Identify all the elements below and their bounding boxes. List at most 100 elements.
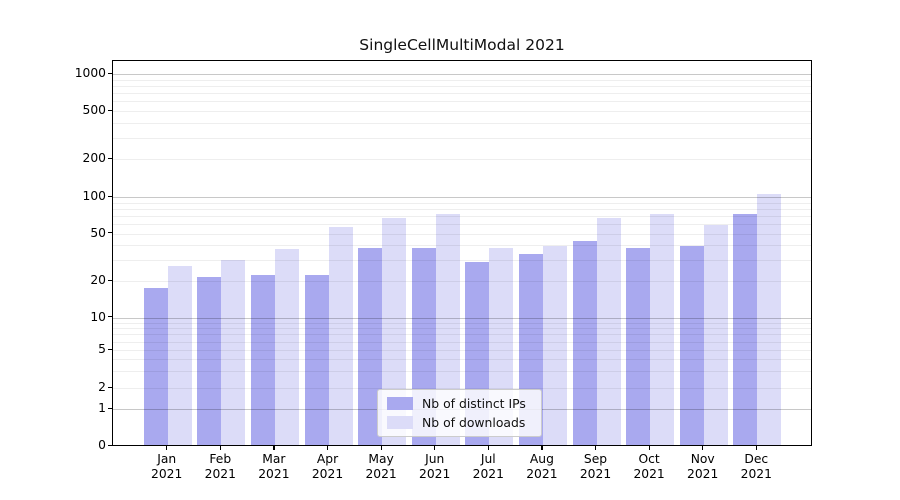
x-tick-mark <box>434 445 436 450</box>
year-name: 2021 <box>472 466 504 481</box>
bar-distinct-ips-mar <box>250 274 275 445</box>
gridline-minor-20 <box>113 281 811 282</box>
gridline-minor-5 <box>113 350 811 351</box>
y-tick-label-10: 10 <box>90 309 106 324</box>
gridline-major-1000 <box>113 74 811 76</box>
gridline-minor-900 <box>113 79 811 81</box>
y-tick-mark <box>108 195 112 197</box>
y-tick-label-200: 200 <box>82 151 106 166</box>
legend-swatch-icon <box>387 397 413 410</box>
y-tick-label-100: 100 <box>82 189 106 203</box>
y-tick-label-2: 2 <box>98 380 106 395</box>
year-name: 2021 <box>311 466 344 481</box>
legend: Nb of distinct IPs Nb of downloads <box>377 389 542 437</box>
gridline-minor-9 <box>113 322 811 324</box>
month-name: Jun <box>425 452 445 466</box>
bar-downloads-mar <box>274 249 299 445</box>
legend-swatch-icon <box>387 416 413 429</box>
gridline-minor-6 <box>113 341 811 343</box>
x-tick-mark <box>702 445 704 450</box>
bar-downloads-sep <box>596 218 621 445</box>
bar-distinct-ips-dec <box>733 213 758 445</box>
x-tick-label-oct: Oct 2021 <box>622 452 676 481</box>
month-name: Dec <box>744 452 769 466</box>
gridline-minor-8 <box>113 328 811 330</box>
chart-title: SingleCellMultiModal 2021 <box>359 36 565 54</box>
gridline-minor-7 <box>113 334 811 336</box>
gridline-minor-400 <box>113 122 811 124</box>
year-name: 2021 <box>204 466 236 481</box>
year-name: 2021 <box>258 466 290 481</box>
y-tick-mark <box>108 386 112 389</box>
month-name: Oct <box>638 452 660 466</box>
gridline-minor-60 <box>113 224 811 226</box>
y-tick-label-0: 0 <box>98 438 106 452</box>
gridline-minor-700 <box>113 93 811 95</box>
bar-distinct-ips-oct <box>626 247 651 445</box>
bar-distinct-ips-feb <box>197 276 222 445</box>
gridline-minor-200 <box>113 159 811 161</box>
x-tick-mark <box>380 445 382 450</box>
month-name: Apr <box>316 452 339 466</box>
gridline-major-100 <box>113 197 811 198</box>
y-tick-mark <box>108 348 112 350</box>
gridline-minor-50 <box>113 233 811 235</box>
year-name: 2021 <box>419 466 451 481</box>
year-name: 2021 <box>687 466 719 481</box>
x-tick-mark <box>541 445 543 450</box>
x-tick-label-mar: Mar 2021 <box>247 452 301 481</box>
y-tick-mark <box>108 109 112 111</box>
gridline-minor-30 <box>113 260 811 262</box>
x-tick-label-apr: Apr 2021 <box>301 452 355 481</box>
y-tick-mark <box>108 316 112 318</box>
month-name: Sep <box>583 452 608 466</box>
gridline-minor-40 <box>113 245 811 247</box>
x-tick-mark <box>648 445 650 450</box>
y-tick-mark <box>108 279 112 281</box>
year-name: 2021 <box>526 466 558 481</box>
x-tick-mark <box>755 445 757 450</box>
month-name: May <box>368 452 394 466</box>
bar-downloads-oct <box>650 213 675 445</box>
x-tick-label-nov: Nov 2021 <box>676 452 730 481</box>
year-name: 2021 <box>365 466 397 481</box>
x-tick-label-dec: Dec 2021 <box>729 452 783 481</box>
gridline-minor-3 <box>113 371 811 373</box>
gridline-minor-80 <box>113 208 811 210</box>
y-tick-mark <box>108 157 112 160</box>
gridline-minor-70 <box>113 215 811 217</box>
gridline-minor-4 <box>113 359 811 361</box>
legend-label: Nb of downloads <box>422 415 526 430</box>
bar-distinct-ips-sep <box>572 241 597 445</box>
year-name: 2021 <box>740 466 772 481</box>
year-name: 2021 <box>579 466 612 481</box>
gridline-minor-800 <box>113 86 811 88</box>
x-tick-mark <box>219 445 221 450</box>
legend-entry-downloads: Nb of downloads <box>387 415 532 430</box>
year-name: 2021 <box>151 466 183 481</box>
x-tick-label-may: May 2021 <box>354 452 408 481</box>
x-tick-label-jan: Jan 2021 <box>140 452 194 481</box>
x-tick-label-sep: Sep 2021 <box>569 452 623 481</box>
legend-label: Nb of distinct IPs <box>422 396 526 411</box>
bar-downloads-apr <box>328 227 353 445</box>
bar-downloads-jan <box>167 265 192 445</box>
bar-downloads-nov <box>703 225 728 445</box>
month-name: Jan <box>157 452 177 466</box>
y-tick-mark <box>108 407 112 409</box>
x-tick-mark <box>326 445 329 450</box>
gridline-major-10 <box>113 317 811 319</box>
x-tick-mark <box>487 445 489 450</box>
bar-distinct-ips-nov <box>679 246 704 445</box>
bar-distinct-ips-jan <box>143 288 168 445</box>
month-name: Jul <box>480 452 496 466</box>
x-tick-label-jul: Jul 2021 <box>461 452 515 481</box>
plot-area <box>112 60 812 446</box>
year-name: 2021 <box>633 466 665 481</box>
bar-downloads-aug <box>542 246 567 445</box>
bar-distinct-ips-apr <box>304 274 329 445</box>
month-name: Mar <box>262 452 286 466</box>
month-name: Aug <box>529 452 554 466</box>
y-tick-mark <box>108 232 112 234</box>
